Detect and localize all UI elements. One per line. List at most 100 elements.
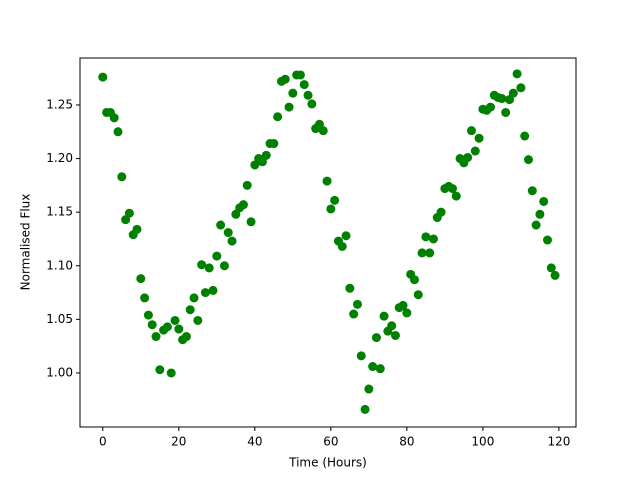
data-point: [470, 146, 480, 156]
x-tick-label: 100: [471, 435, 494, 449]
data-point: [436, 207, 446, 217]
data-point: [299, 80, 309, 90]
data-point: [322, 176, 332, 186]
data-point: [200, 288, 210, 298]
data-point: [535, 209, 545, 219]
data-point: [345, 283, 355, 293]
data-point: [364, 384, 374, 394]
data-point: [474, 133, 484, 143]
data-point: [140, 293, 150, 303]
data-point: [280, 74, 290, 84]
data-point: [98, 72, 108, 82]
data-point: [147, 320, 157, 330]
data-point: [132, 224, 142, 234]
y-tick-label: 1.05: [46, 312, 73, 326]
data-point: [390, 330, 400, 340]
data-point: [402, 308, 412, 318]
data-point: [527, 186, 537, 196]
data-point: [185, 305, 195, 315]
data-point: [219, 261, 229, 271]
data-point: [352, 299, 362, 309]
y-tick-label: 1.20: [46, 151, 73, 165]
data-point: [181, 332, 191, 342]
x-tick-label: 40: [247, 435, 262, 449]
data-point: [550, 270, 560, 280]
data-point: [261, 150, 271, 160]
data-point: [242, 180, 252, 190]
data-point: [197, 260, 207, 270]
data-point: [341, 231, 351, 241]
data-point: [273, 112, 283, 122]
data-point: [466, 126, 476, 136]
data-point: [303, 90, 313, 100]
data-point: [360, 404, 370, 414]
data-point: [501, 107, 511, 117]
data-point: [531, 220, 541, 230]
data-point: [516, 83, 526, 93]
data-point: [371, 333, 381, 343]
data-point: [349, 309, 359, 319]
data-point: [523, 155, 533, 165]
data-point: [216, 220, 226, 230]
data-point: [174, 324, 184, 334]
plot-frame: [79, 57, 577, 428]
data-point: [307, 99, 317, 109]
x-tick-label: 80: [399, 435, 414, 449]
data-point: [447, 184, 457, 194]
data-point: [425, 248, 435, 258]
data-point: [368, 362, 378, 372]
data-point: [326, 204, 336, 214]
data-point: [375, 364, 385, 374]
x-tick-label: 20: [171, 435, 186, 449]
data-point: [330, 195, 340, 205]
y-axis-label: Normalised Flux: [19, 194, 33, 291]
data-point: [421, 232, 431, 242]
x-tick-label: 60: [323, 435, 338, 449]
data-point: [409, 275, 419, 285]
data-point: [288, 88, 298, 98]
x-tick-label: 120: [547, 435, 570, 449]
data-point: [124, 208, 134, 218]
data-point: [379, 311, 389, 321]
data-point: [269, 139, 279, 149]
data-point: [542, 235, 552, 245]
x-axis-label: Time (Hours): [288, 456, 367, 470]
x-tick-label: 0: [99, 435, 107, 449]
data-point: [497, 94, 507, 104]
data-point: [417, 248, 427, 258]
data-point: [204, 263, 214, 273]
data-point: [508, 88, 518, 98]
data-point: [155, 365, 165, 375]
data-point: [428, 234, 438, 244]
data-point: [223, 228, 233, 238]
data-point: [295, 70, 305, 80]
data-point: [546, 263, 556, 273]
data-point: [485, 102, 495, 112]
y-tick-label: 1.10: [46, 258, 73, 272]
data-point: [413, 290, 423, 300]
data-point: [512, 69, 522, 79]
data-point: [162, 322, 172, 332]
data-point: [246, 217, 256, 227]
data-point: [212, 251, 222, 261]
data-point: [337, 241, 347, 251]
y-tick-label: 1.25: [46, 97, 73, 111]
data-point: [170, 315, 180, 325]
data-point: [238, 200, 248, 210]
data-point: [284, 102, 294, 112]
data-point: [227, 236, 237, 246]
data-point: [166, 368, 176, 378]
data-point: [189, 293, 199, 303]
y-tick-label: 1.00: [46, 365, 73, 379]
data-point: [136, 274, 146, 284]
data-point: [520, 131, 530, 141]
data-point: [117, 172, 127, 182]
data-point: [451, 191, 461, 201]
data-point: [193, 315, 203, 325]
data-point: [143, 310, 153, 320]
data-point: [539, 196, 549, 206]
data-point: [151, 332, 161, 342]
data-point: [387, 321, 397, 331]
